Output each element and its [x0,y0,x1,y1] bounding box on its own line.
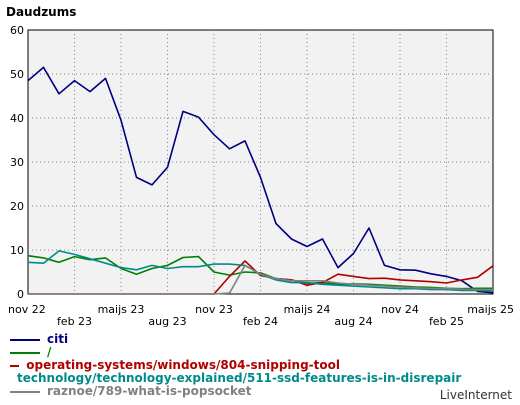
x-tick-label: maijs 25 [467,303,514,316]
legend-item-ssd-features: technology/technology-explained/511-ssd-… [10,372,461,385]
legend-item-popsocket: raznoe/789-what-is-popsocket [10,385,340,398]
legend-item-root: / [10,346,340,359]
series-line-0 [27,66,494,294]
x-tick-label: maijs 23 [98,303,145,316]
chart-title: Daudzums [6,5,76,19]
y-tick-label: 60 [10,24,24,37]
legend-label: citi [47,332,69,346]
x-tick-label: feb 24 [243,315,278,328]
y-tick-label: 20 [10,200,24,213]
grid-lines [28,30,493,294]
x-tick-label: feb 25 [429,315,464,328]
legend-swatch [10,390,40,393]
y-tick-label: 0 [17,288,24,301]
x-tick-label: maijs 24 [284,303,331,316]
x-tick-label: nov 22 [8,303,46,316]
legend-label: operating-systems/windows/804-snipping-t… [26,358,340,372]
y-tick-label: 50 [10,68,24,81]
credit-text: LiveInternet [439,388,512,402]
legend-swatch [10,351,40,354]
x-tick-label: aug 23 [148,315,186,328]
legend-item-snipping-tool: operating-systems/windows/804-snipping-t… [10,359,340,372]
legend-label: / [47,345,52,359]
legend-item-citi: citi [10,333,340,346]
legend-swatch [10,364,20,367]
series-lines [27,66,494,295]
series-line-4 [28,264,493,295]
legend: citi / operating-systems/windows/804-sni… [10,333,461,398]
y-tick-label: 10 [10,244,24,257]
x-tick-label: nov 24 [381,303,419,316]
legend-label: raznoe/789-what-is-popsocket [47,384,252,398]
legend-label: technology/technology-explained/511-ssd-… [17,371,462,385]
y-axis: 0 10 20 30 40 50 60 [10,24,24,301]
legend-swatch [10,338,40,341]
x-tick-label: nov 23 [195,303,233,316]
y-tick-label: 40 [10,112,24,125]
x-tick-label: feb 23 [57,315,92,328]
y-tick-label: 30 [10,156,24,169]
x-tick-label: aug 24 [334,315,372,328]
